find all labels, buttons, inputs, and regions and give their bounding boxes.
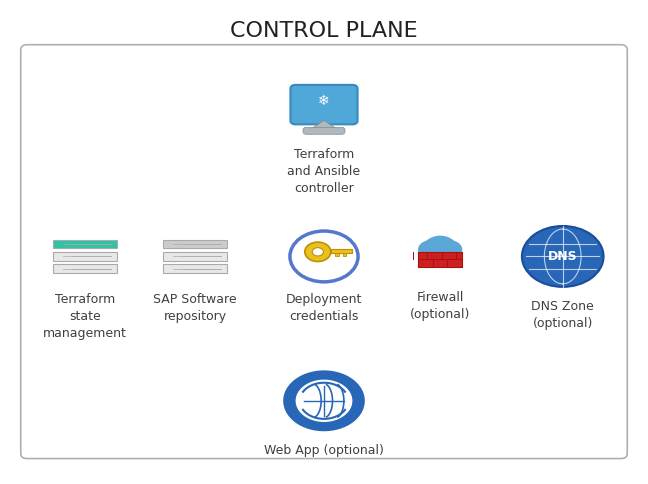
FancyBboxPatch shape bbox=[303, 127, 345, 134]
Bar bbox=[336, 253, 339, 256]
Text: ❄: ❄ bbox=[318, 93, 330, 107]
Circle shape bbox=[305, 242, 331, 261]
Text: DNS: DNS bbox=[548, 250, 577, 263]
Text: Terraform
state
management: Terraform state management bbox=[43, 292, 127, 340]
Bar bbox=[331, 249, 353, 253]
FancyBboxPatch shape bbox=[53, 252, 117, 260]
Text: Web App (optional): Web App (optional) bbox=[264, 444, 384, 457]
Text: Terraform
and Ansible
controller: Terraform and Ansible controller bbox=[288, 148, 360, 195]
FancyBboxPatch shape bbox=[163, 264, 227, 272]
Circle shape bbox=[522, 226, 603, 287]
FancyBboxPatch shape bbox=[53, 264, 117, 272]
Text: DNS Zone
(optional): DNS Zone (optional) bbox=[531, 300, 594, 330]
Circle shape bbox=[423, 236, 457, 261]
FancyBboxPatch shape bbox=[21, 45, 627, 458]
Circle shape bbox=[312, 248, 323, 256]
FancyBboxPatch shape bbox=[53, 240, 117, 248]
Text: SAP Software
repository: SAP Software repository bbox=[153, 292, 237, 322]
Polygon shape bbox=[283, 370, 365, 431]
Circle shape bbox=[418, 240, 443, 259]
Text: Deployment
credentials: Deployment credentials bbox=[286, 292, 362, 322]
Circle shape bbox=[437, 240, 462, 259]
Text: Firewall
(optional): Firewall (optional) bbox=[410, 291, 470, 321]
Polygon shape bbox=[310, 121, 338, 130]
FancyBboxPatch shape bbox=[163, 240, 227, 248]
FancyBboxPatch shape bbox=[163, 252, 227, 260]
Bar bbox=[419, 252, 462, 267]
Bar bbox=[343, 253, 346, 256]
FancyBboxPatch shape bbox=[290, 85, 358, 124]
Text: CONTROL PLANE: CONTROL PLANE bbox=[230, 21, 418, 41]
Bar bbox=[420, 248, 461, 255]
